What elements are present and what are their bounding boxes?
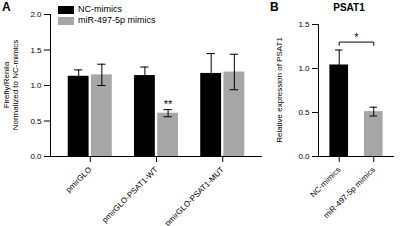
- svg-text:1.5: 1.5: [30, 46, 42, 55]
- svg-text:Firefly/RenilaNormalized to NC: Firefly/RenilaNormalized to NC-mimics: [2, 40, 20, 131]
- svg-text:1.0: 1.0: [30, 81, 42, 90]
- svg-text:pmirGLO: pmirGLO: [64, 165, 93, 194]
- svg-text:2.0: 2.0: [30, 10, 42, 19]
- svg-text:0.0: 0.0: [30, 152, 42, 161]
- svg-text:**: **: [164, 98, 173, 110]
- html-text:PSAT1: PSAT1: [333, 2, 365, 13]
- svg-text:*: *: [354, 31, 359, 43]
- svg-text:Relative expression of PSAT1: Relative expression of PSAT1: [275, 37, 284, 143]
- svg-text:miR-497-5p mimics: miR-497-5p mimics: [322, 165, 377, 220]
- svg-text:pmirGLO-PSAT1-WT: pmirGLO-PSAT1-WT: [100, 165, 159, 224]
- svg-text:0.0: 0.0: [298, 152, 310, 161]
- svg-text:pmirGLO-PSAT1-MUT: pmirGLO-PSAT1-MUT: [163, 165, 226, 226]
- svg-text:1.0: 1.0: [298, 64, 310, 73]
- svg-text:0.5: 0.5: [298, 108, 310, 117]
- html-text:A: A: [2, 0, 11, 14]
- html-text:B: B: [270, 0, 279, 14]
- html-text:miR-497-5p mimics: miR-497-5p mimics: [78, 15, 156, 25]
- svg-text:NC-mimics: NC-mimics: [308, 165, 342, 199]
- svg-text:1.5: 1.5: [298, 20, 310, 29]
- svg-text:0.5: 0.5: [30, 117, 42, 126]
- html-text:NC-mimics: NC-mimics: [78, 4, 122, 14]
